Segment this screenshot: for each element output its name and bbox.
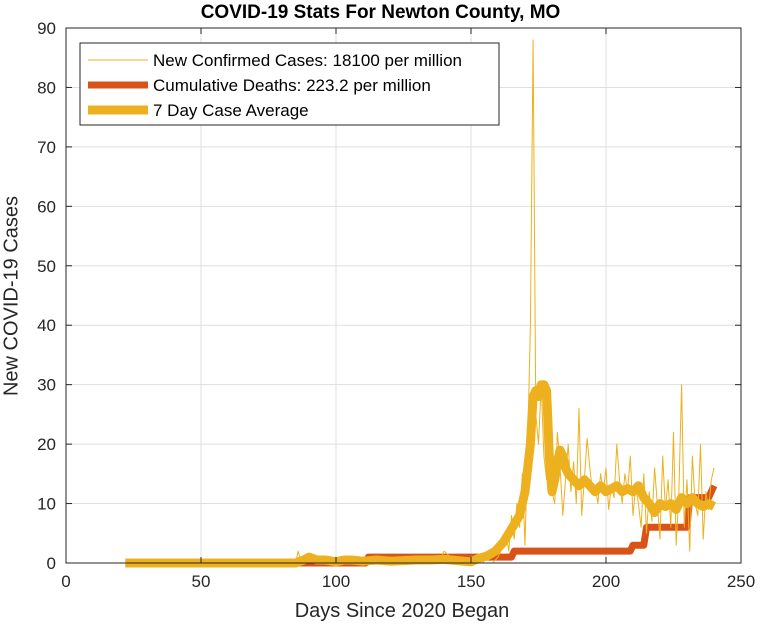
- legend-box: [79, 42, 500, 126]
- series-line-1: [125, 39, 715, 564]
- x-axis-label: Days Since 2020 Began: [294, 600, 510, 622]
- legend-label: 7 Day Case Average: [153, 101, 309, 120]
- y-tick-label: 50: [37, 257, 56, 276]
- legend-label: Cumulative Deaths: 223.2 per million: [153, 76, 431, 95]
- x-tick-label: 100: [322, 572, 350, 591]
- y-tick-label: 10: [37, 495, 56, 514]
- legend: New Confirmed Cases: 18100 per million Cu…: [79, 42, 500, 126]
- axes-box: [65, 27, 742, 564]
- y-tick-label: 0: [47, 554, 56, 573]
- series-layer: [125, 39, 718, 568]
- chart-title: COVID-19 Stats For Newton County, MO: [200, 2, 561, 23]
- y-tick-label: 70: [37, 138, 56, 157]
- y-tick-label: 20: [37, 435, 56, 454]
- y-tick-label: 80: [37, 78, 56, 97]
- y-tick-label: 30: [37, 376, 56, 395]
- x-tick-label: 0: [61, 572, 70, 591]
- y-tick-label: 90: [37, 19, 56, 38]
- x-tick-label: 150: [457, 572, 485, 591]
- axes: 0 50 100 150 200 250 0 10 20 30 40 50 60 70 80 90: [37, 19, 755, 591]
- x-tick-label: 200: [592, 572, 620, 591]
- x-tick-label: 50: [192, 572, 211, 591]
- y-tick-label: 40: [37, 316, 56, 335]
- x-tick-label: 250: [727, 572, 755, 591]
- y-tick-label: 60: [37, 197, 56, 216]
- legend-label: New Confirmed Cases: 18100 per million: [153, 51, 462, 70]
